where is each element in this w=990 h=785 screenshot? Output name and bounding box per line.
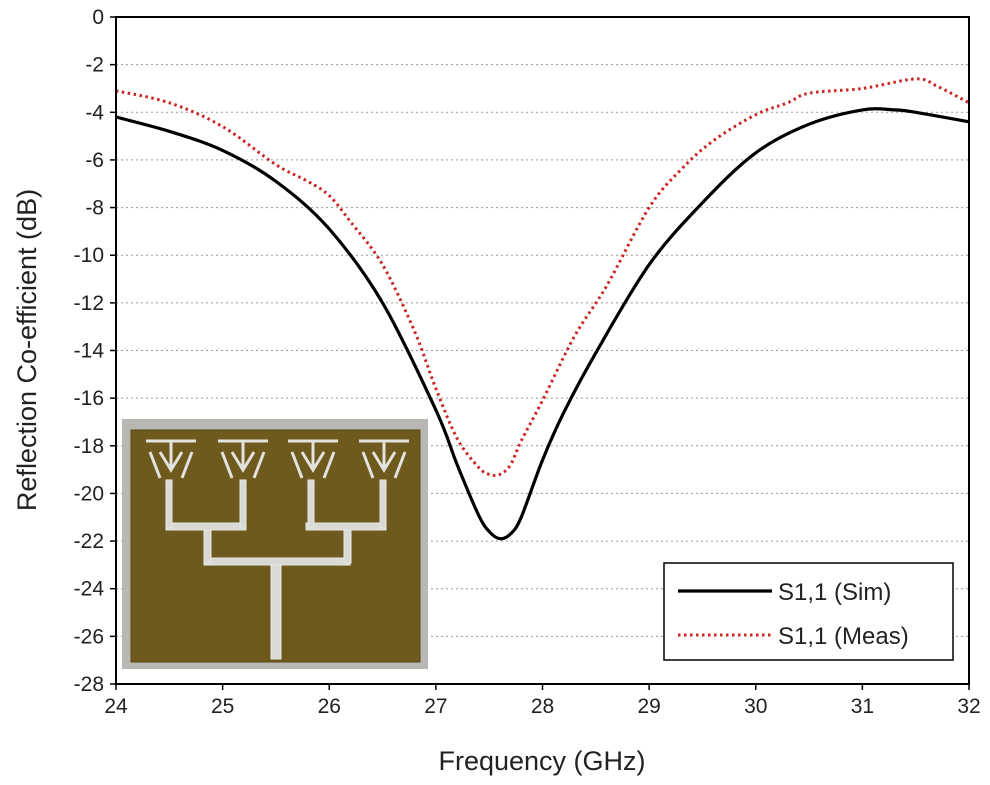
y-tick-label: 0 [92, 6, 104, 29]
legend-label-sim: S1,1 (Sim) [778, 579, 891, 606]
legend-box [663, 562, 954, 661]
x-tick-label: 24 [104, 695, 128, 718]
antenna-photo-inset [122, 419, 428, 669]
y-tick-label: -22 [74, 530, 104, 553]
y-tick-label: -14 [74, 340, 105, 363]
y-tick-label: -8 [85, 197, 104, 220]
y-axis-title: Reflection Co-efficient (dB) [12, 189, 42, 511]
y-tick-label: -6 [85, 149, 104, 172]
series-line-sim [116, 107, 969, 541]
plot-area [116, 77, 969, 541]
legend: S1,1 (Sim) S1,1 (Meas) [663, 562, 954, 661]
x-tick-label: 30 [744, 695, 767, 718]
x-tick-label: 27 [424, 695, 447, 718]
series-line-meas [116, 77, 969, 477]
y-tick-label: -2 [85, 54, 104, 77]
y-tick-label: -18 [74, 435, 104, 458]
y-tick-label: -20 [74, 482, 104, 505]
inset-antenna-elements [146, 439, 409, 479]
y-tick-label: -10 [74, 244, 104, 267]
y-tick-label: -12 [74, 292, 104, 315]
x-tick-label: 25 [211, 695, 234, 718]
y-tick-label: -28 [74, 673, 104, 696]
y-tick-label: -4 [85, 101, 104, 124]
x-axis-ticks: 24 25 26 27 28 29 30 31 32 [104, 684, 981, 718]
inset-feed-network [165, 479, 387, 660]
y-tick-label: -26 [74, 625, 104, 648]
x-tick-label: 28 [531, 695, 554, 718]
x-tick-label: 32 [957, 695, 980, 718]
x-tick-label: 31 [851, 695, 874, 718]
x-tick-label: 26 [318, 695, 341, 718]
y-tick-label: -24 [74, 578, 105, 601]
y-axis-ticks: 0 -2 -4 -6 -8 -10 -12 -14 -16 -18 -20 -22 -24 -26 -28 [74, 6, 116, 696]
x-axis-title: Frequency (GHz) [438, 746, 645, 776]
x-tick-label: 29 [637, 695, 660, 718]
legend-label-meas: S1,1 (Meas) [778, 623, 909, 650]
y-tick-label: -16 [74, 387, 104, 410]
